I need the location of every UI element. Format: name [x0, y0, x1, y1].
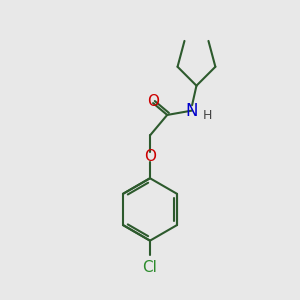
- Text: O: O: [144, 149, 156, 164]
- Text: Cl: Cl: [142, 260, 158, 275]
- Text: N: N: [186, 102, 198, 120]
- Text: O: O: [147, 94, 159, 110]
- Text: H: H: [203, 109, 212, 122]
